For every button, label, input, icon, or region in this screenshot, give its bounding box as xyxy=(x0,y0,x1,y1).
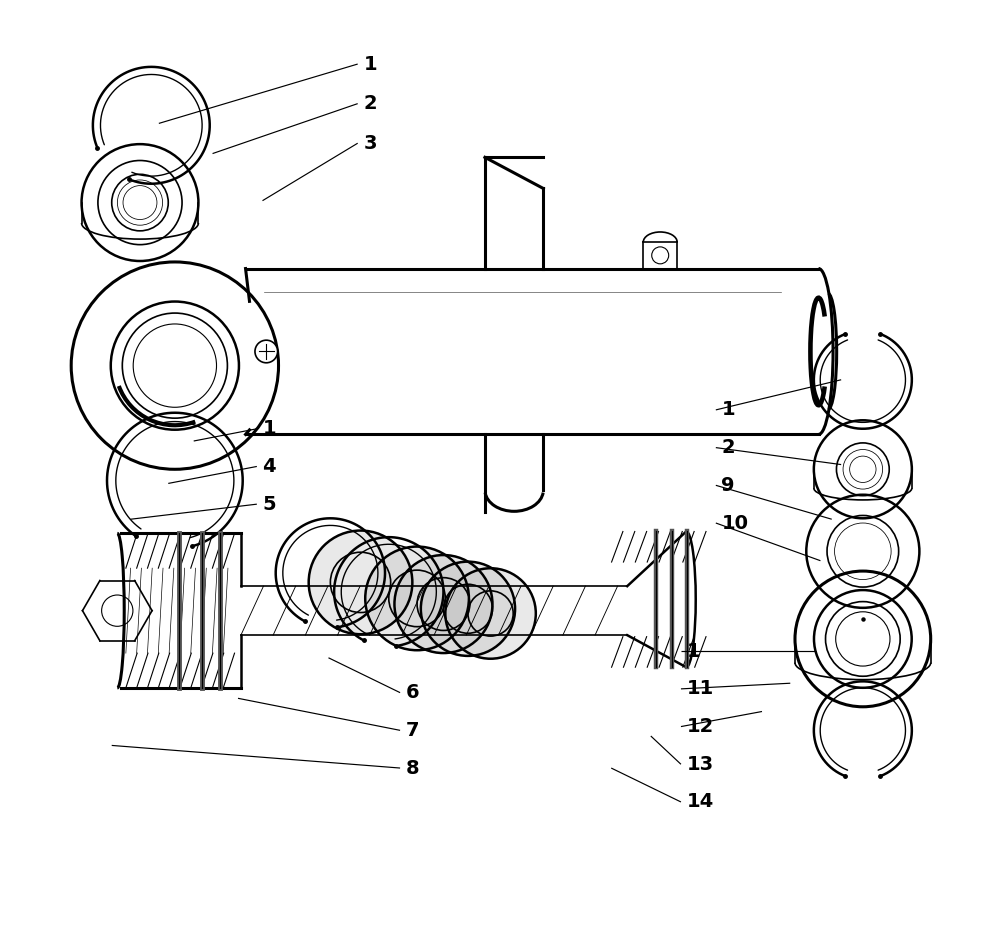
Text: 14: 14 xyxy=(687,793,714,811)
Text: 1: 1 xyxy=(263,419,276,438)
Text: 1: 1 xyxy=(721,400,735,419)
Text: 9: 9 xyxy=(721,476,735,495)
Text: 6: 6 xyxy=(406,684,419,702)
Circle shape xyxy=(255,340,278,363)
Text: 5: 5 xyxy=(263,495,276,514)
Text: 10: 10 xyxy=(721,514,748,533)
Text: 12: 12 xyxy=(687,717,714,736)
Text: 3: 3 xyxy=(363,134,377,153)
Text: 7: 7 xyxy=(406,720,419,739)
Polygon shape xyxy=(445,568,536,659)
Text: 1: 1 xyxy=(363,55,377,74)
Polygon shape xyxy=(421,561,515,656)
Text: 4: 4 xyxy=(263,457,276,476)
Text: 1: 1 xyxy=(687,642,700,661)
Text: 2: 2 xyxy=(363,94,377,113)
Text: 2: 2 xyxy=(721,438,735,457)
Polygon shape xyxy=(394,556,492,653)
Polygon shape xyxy=(309,531,412,634)
Text: 8: 8 xyxy=(406,758,419,777)
Text: 13: 13 xyxy=(687,755,714,774)
Polygon shape xyxy=(365,547,469,650)
Text: 11: 11 xyxy=(687,680,714,699)
